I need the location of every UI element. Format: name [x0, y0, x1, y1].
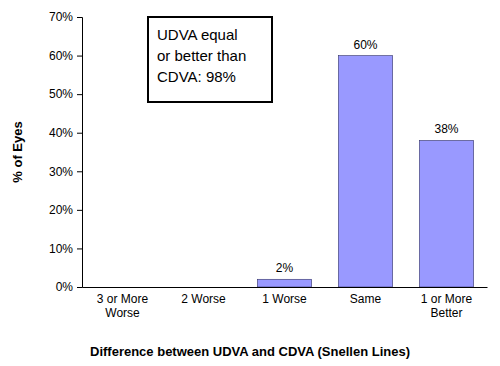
x-tick: 3 or MoreWorse	[97, 292, 149, 320]
y-tick: 0%	[56, 280, 82, 294]
plot: 0% 10% 20% 30% 40% 50% 60% 70% 3 or MoreWorse 2 W…	[49, 10, 488, 320]
x-tick-label: 3 or MoreWorse	[97, 292, 149, 320]
x-tick-label: 1 Worse	[262, 292, 307, 306]
chart-container: 0% 10% 20% 30% 40% 50% 60% 70% 3 or MoreWorse 2 W…	[0, 0, 500, 366]
y-tick-label: 10%	[49, 242, 73, 256]
y-tick-mark	[77, 248, 82, 249]
annotation-text: CDVA: 98%	[157, 68, 236, 85]
bars	[257, 56, 473, 287]
x-tick-label: Same	[350, 292, 382, 306]
x-tick-label-line: Same	[350, 292, 382, 306]
x-tick: 1 Worse	[262, 292, 307, 306]
y-tick-mark	[77, 133, 82, 134]
x-tick-label-line: 1 or More	[421, 292, 473, 306]
bar	[257, 279, 311, 287]
x-tick: Same	[350, 292, 382, 306]
y-tick-label: 20%	[49, 203, 73, 217]
y-axis: 0% 10% 20% 30% 40% 50% 60% 70%	[49, 10, 83, 294]
x-axis: 3 or MoreWorse 2 Worse 1 Worse Same 1 or Mor…	[83, 288, 488, 320]
annotation-box	[148, 17, 272, 102]
x-tick-label-line: 3 or More	[97, 292, 149, 306]
x-tick: 2 Worse	[181, 292, 226, 306]
x-tick-label-line: Worse	[105, 306, 140, 320]
y-axis-title: % of Eyes	[10, 121, 25, 182]
data-label: 60%	[353, 38, 377, 52]
y-tick-mark	[77, 17, 82, 18]
bar	[419, 140, 473, 287]
y-tick: 70%	[49, 10, 82, 24]
x-axis-line	[83, 287, 488, 288]
data-label: 2%	[276, 261, 294, 275]
y-tick-mark	[77, 94, 82, 95]
y-tick: 10%	[49, 242, 82, 256]
bar	[338, 56, 392, 287]
y-tick: 60%	[49, 49, 82, 63]
y-tick: 30%	[49, 165, 82, 179]
annotation: UDVA equal or better than CDVA: 98%	[148, 17, 272, 102]
data-labels: 2% 60% 38%	[276, 38, 459, 276]
y-tick-label: 60%	[49, 49, 73, 63]
x-tick-label: 1 or MoreBetter	[421, 292, 473, 320]
y-tick: 20%	[49, 203, 82, 217]
bar	[95, 287, 149, 288]
annotation-text: or better than	[157, 47, 246, 64]
chart-svg: 0% 10% 20% 30% 40% 50% 60% 70% 3 or MoreWorse 2 W…	[0, 0, 500, 366]
y-tick-mark	[77, 56, 82, 57]
y-tick-label: 30%	[49, 165, 73, 179]
y-tick-label: 50%	[49, 87, 73, 101]
x-tick: 1 or MoreBetter	[421, 292, 473, 320]
y-axis-line	[77, 18, 83, 288]
y-tick-label: 70%	[49, 10, 73, 24]
x-tick-label: 2 Worse	[181, 292, 226, 306]
y-tick-label: 40%	[49, 126, 73, 140]
x-axis-title: Difference between UDVA and CDVA (Snelle…	[90, 344, 410, 359]
annotation-text: UDVA equal	[157, 26, 238, 43]
y-tick-mark	[77, 171, 82, 172]
x-tick-label-line: 1 Worse	[262, 292, 307, 306]
x-tick-label-line: 2 Worse	[181, 292, 226, 306]
y-tick-mark	[77, 287, 82, 288]
y-tick-mark	[77, 210, 82, 211]
y-tick: 40%	[49, 126, 82, 140]
bar	[176, 287, 230, 288]
x-tick-label-line: Better	[430, 306, 462, 320]
y-tick: 50%	[49, 87, 82, 101]
data-label: 38%	[434, 122, 458, 136]
y-tick-label: 0%	[56, 280, 74, 294]
